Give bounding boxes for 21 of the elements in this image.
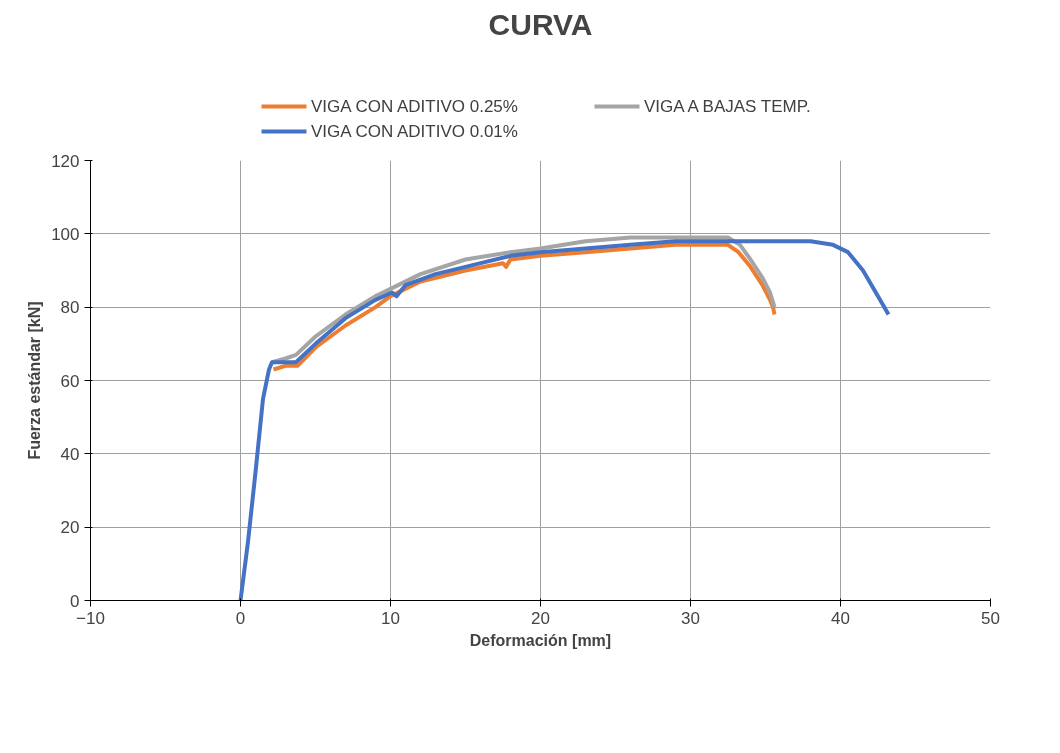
y-tick-label: 100 — [51, 224, 80, 244]
y-tick-label: 80 — [60, 298, 80, 318]
y-tick-label: 0 — [70, 591, 80, 611]
legend-label: VIGA CON ADITIVO 0.25% — [311, 96, 518, 116]
x-tick-label: 30 — [681, 608, 700, 628]
x-tick-label: 10 — [381, 608, 400, 628]
y-tick-label: 120 — [51, 151, 80, 171]
x-tick-label: 50 — [981, 608, 1000, 628]
x-tick-label: 0 — [235, 608, 246, 628]
chart-title: CURVA — [488, 7, 593, 41]
x-tick-label: −10 — [76, 608, 105, 628]
line-series — [238, 239, 891, 601]
legend-label: VIGA A BAJAS TEMP. — [644, 96, 811, 116]
x-tick-label: 20 — [531, 608, 550, 628]
y-tick-label: 20 — [60, 518, 80, 538]
y-tick-label: 60 — [60, 371, 80, 391]
x-tick-label: 40 — [831, 608, 850, 628]
x-axis-title: Deformación [mm] — [469, 631, 612, 649]
y-tick-label: 40 — [60, 444, 80, 464]
y-axis-title: Fuerza estándar [kN] — [26, 301, 44, 460]
legend-label: VIGA CON ADITIVO 0.01% — [311, 122, 518, 142]
